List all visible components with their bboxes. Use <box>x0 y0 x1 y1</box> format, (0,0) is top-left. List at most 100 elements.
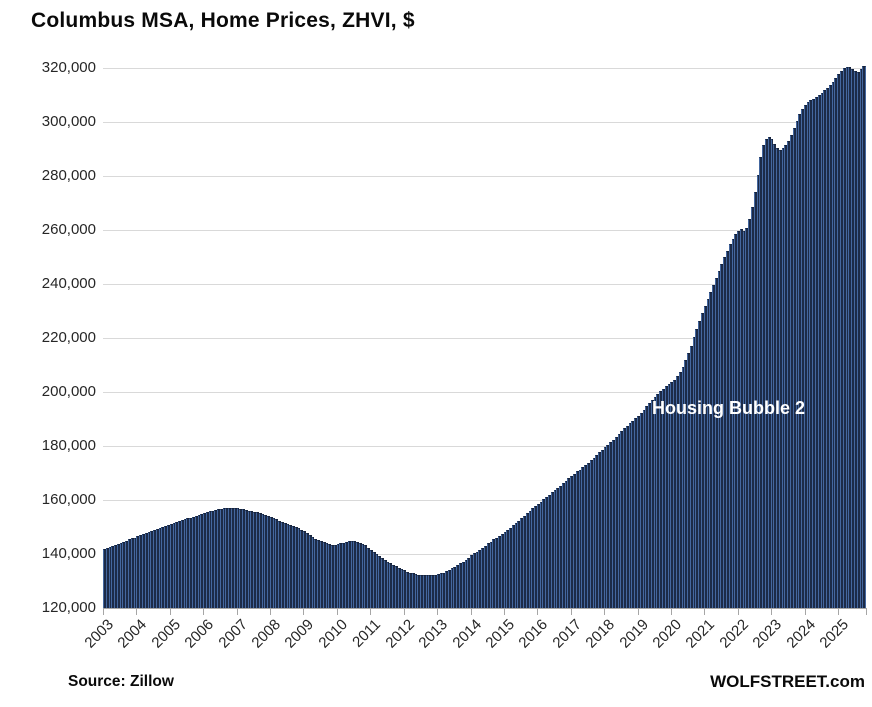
bar-169 <box>573 473 576 608</box>
bar-50 <box>242 509 245 608</box>
bar-244 <box>781 148 785 608</box>
bar-268 <box>848 67 852 608</box>
x-axis-line <box>103 608 866 609</box>
bar-143 <box>500 533 504 608</box>
bar-173 <box>584 465 587 608</box>
bar-61 <box>272 518 276 608</box>
bar-180 <box>603 447 607 608</box>
bar-191 <box>634 418 637 608</box>
bar-206 <box>675 376 679 608</box>
bar-38 <box>208 511 212 608</box>
bar-236 <box>759 157 763 608</box>
bar-4 <box>114 544 117 608</box>
bar-26 <box>175 521 179 608</box>
bar-0 <box>103 548 106 608</box>
x-tick-2020 <box>671 608 673 615</box>
chart-title: Columbus MSA, Home Prices, ZHVI, $ <box>31 9 415 32</box>
bar-232 <box>748 219 752 608</box>
bar-248 <box>792 127 796 608</box>
bar-20 <box>158 527 162 608</box>
bar-246 <box>787 140 790 608</box>
bar-176 <box>592 457 596 608</box>
bar-183 <box>611 439 615 608</box>
y-tick-label-280000: 280,000 <box>41 167 96 184</box>
bar-24 <box>169 523 173 608</box>
bar-197 <box>650 399 654 608</box>
bar-35 <box>200 514 204 608</box>
site-note: WOLFSTREET.com <box>710 672 865 691</box>
x-tick-2018 <box>604 608 606 615</box>
bar-170 <box>575 471 579 608</box>
bar-190 <box>631 420 635 608</box>
bar-220 <box>714 278 718 608</box>
bar-142 <box>497 535 501 608</box>
bar-200 <box>659 390 663 608</box>
bars <box>103 65 867 608</box>
bar-153 <box>528 510 532 608</box>
gridline-160000 <box>103 499 866 501</box>
bar-193 <box>639 412 643 608</box>
bar-175 <box>589 460 593 608</box>
bar-93 <box>361 543 365 608</box>
bar-80 <box>325 542 329 608</box>
bar-141 <box>495 537 498 608</box>
bar-247 <box>789 134 793 608</box>
y-tick-label-140000: 140,000 <box>41 545 96 562</box>
bar-195 <box>645 406 649 608</box>
bar-207 <box>678 372 682 608</box>
gridline-320000 <box>103 67 866 69</box>
bar-19 <box>155 528 159 608</box>
bar-101 <box>383 559 387 608</box>
bar-171 <box>578 469 582 608</box>
y-tick-label-320000: 320,000 <box>41 59 96 76</box>
bar-37 <box>205 512 209 608</box>
bar-135 <box>478 549 482 608</box>
bar-178 <box>598 452 601 608</box>
bar-129 <box>461 561 465 608</box>
bar-103 <box>389 563 393 608</box>
x-tick-2021 <box>704 608 706 615</box>
bar-131 <box>467 557 471 608</box>
bar-235 <box>756 174 760 608</box>
bar-59 <box>267 515 270 608</box>
bar-179 <box>600 450 604 608</box>
bar-75 <box>311 537 315 608</box>
bar-221 <box>717 271 721 608</box>
bar-114 <box>420 574 423 608</box>
bar-162 <box>553 490 557 608</box>
bar-68 <box>292 525 295 608</box>
gridline-220000 <box>103 337 866 339</box>
bar-213 <box>695 329 699 608</box>
bar-58 <box>264 514 268 608</box>
bar-243 <box>778 150 782 608</box>
bar-84 <box>336 544 340 608</box>
bar-185 <box>617 433 621 608</box>
bar-251 <box>801 109 804 608</box>
bar-83 <box>333 544 337 608</box>
bar-215 <box>700 313 704 608</box>
bar-212 <box>692 337 696 608</box>
bar-74 <box>308 535 312 608</box>
bar-259 <box>823 90 827 608</box>
bar-136 <box>481 547 485 608</box>
bar-115 <box>422 575 426 608</box>
bar-48 <box>236 508 240 608</box>
bar-86 <box>342 542 345 608</box>
bar-161 <box>550 492 554 608</box>
bar-210 <box>687 353 690 608</box>
bar-124 <box>447 569 451 608</box>
bar-27 <box>178 520 181 608</box>
bar-145 <box>506 529 510 608</box>
bar-240 <box>770 138 774 608</box>
bar-202 <box>664 386 668 608</box>
bar-150 <box>520 518 523 608</box>
gridline-180000 <box>103 445 866 447</box>
bar-272 <box>859 69 863 608</box>
bar-168 <box>570 475 574 608</box>
bar-234 <box>753 192 757 608</box>
bar-149 <box>517 520 521 608</box>
bar-166 <box>564 481 568 608</box>
bar-217 <box>706 299 710 608</box>
y-tick-label-160000: 160,000 <box>41 491 96 508</box>
bar-269 <box>851 68 854 608</box>
